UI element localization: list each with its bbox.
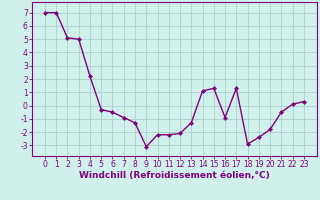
X-axis label: Windchill (Refroidissement éolien,°C): Windchill (Refroidissement éolien,°C): [79, 171, 270, 180]
